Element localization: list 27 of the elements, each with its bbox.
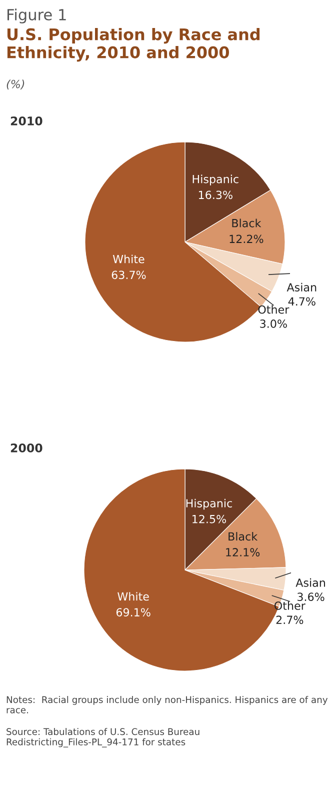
slice-label: Asian	[296, 578, 326, 587]
slice-label: Hispanic	[186, 498, 232, 510]
data-label: 12.1%	[226, 548, 260, 556]
data-label: 4.7%	[288, 297, 316, 306]
data-label: 12.2%	[230, 234, 264, 244]
data-label: 69.1%	[116, 608, 150, 616]
slice-label: Black	[228, 532, 258, 541]
slice-label: White	[118, 592, 149, 601]
text: U.S. Population by Race and Ethnicity, 2010 and 2000	[7, 28, 260, 62]
text: Notes: Racial groups include only non-Hispanics. Hispanics are of any race.	[6, 696, 328, 714]
slice-label: White	[112, 254, 144, 264]
slice-label: Other	[258, 305, 290, 314]
data-label: 16.3%	[198, 190, 232, 200]
slice-label: Hispanic	[192, 174, 238, 186]
slice-label: Other	[274, 601, 306, 610]
chart-title: 2000	[10, 443, 42, 452]
data-label: 3.6%	[298, 592, 324, 602]
chart-title: 2010	[10, 116, 42, 126]
data-label: 3.0%	[260, 319, 287, 328]
source-note: Source: Tabulations of U.S. Census Bureau Redistricting_Files-PL_94-171 for states	[6, 728, 200, 748]
data-label: 63.7%	[112, 270, 146, 280]
slice-label: Asian	[286, 282, 316, 292]
text: (%)	[6, 80, 24, 90]
slice-label: Black	[232, 218, 262, 228]
caption: Figure 1	[8, 8, 66, 24]
data-label: 2.7%	[276, 616, 304, 624]
data-label: 12.5%	[192, 514, 226, 524]
